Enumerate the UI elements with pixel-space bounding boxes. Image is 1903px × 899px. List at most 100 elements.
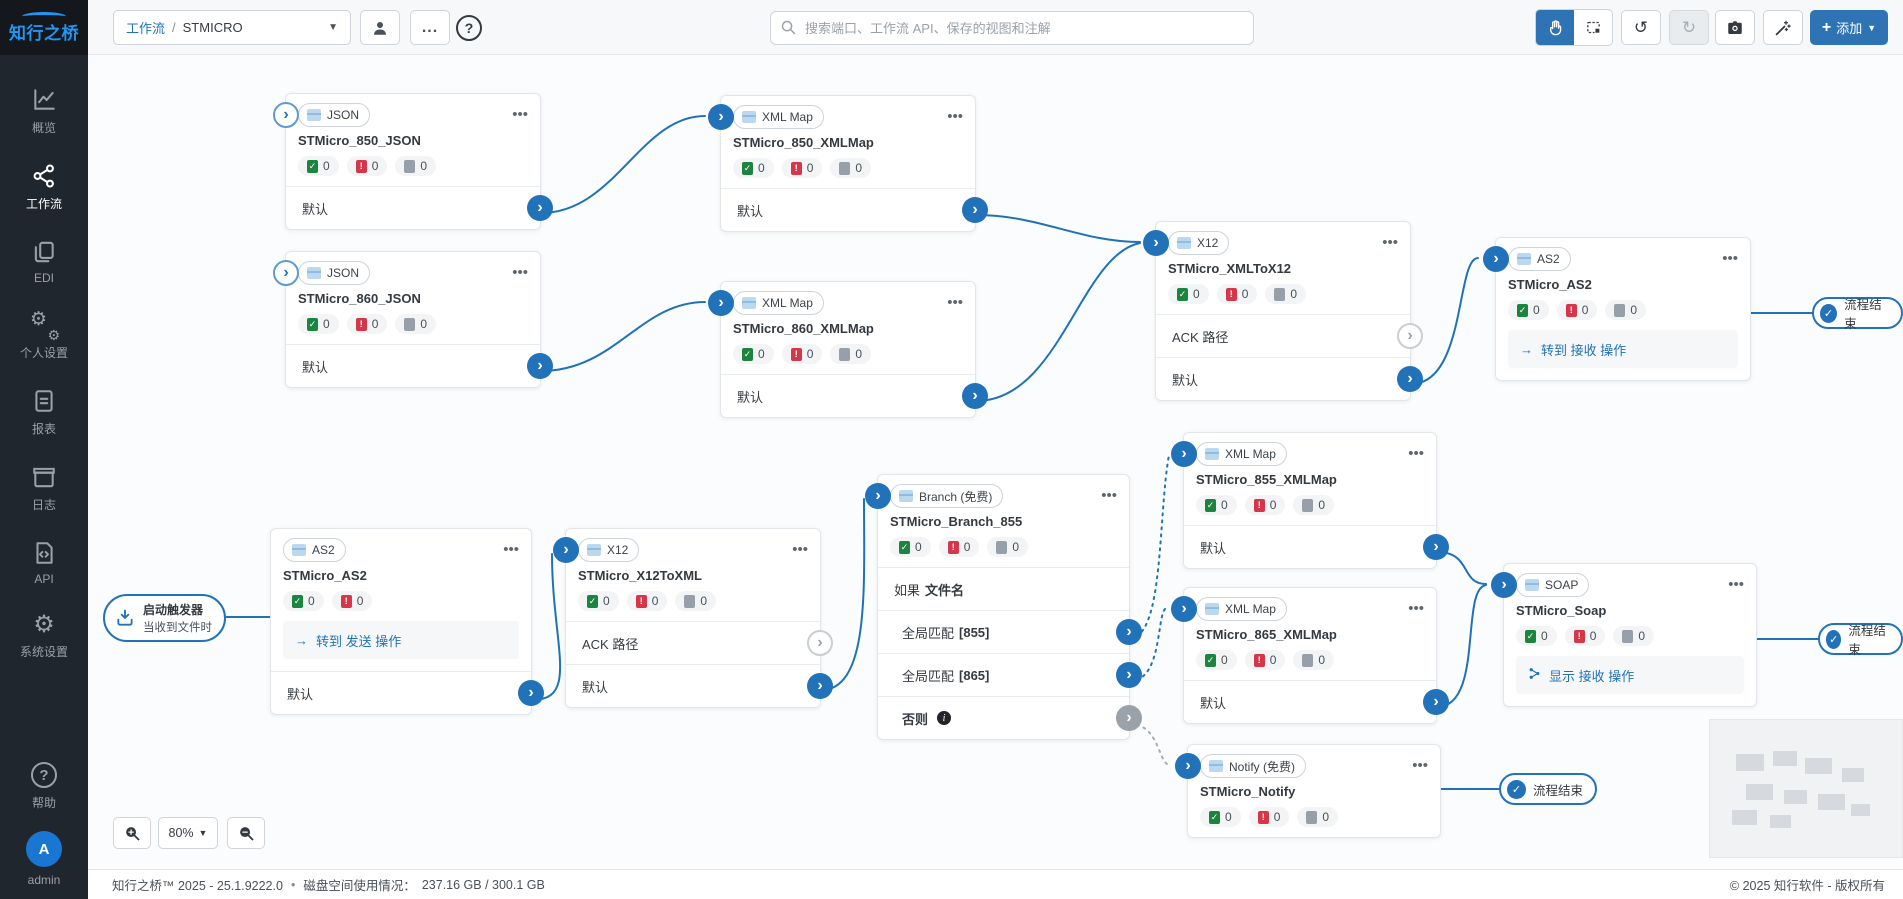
node-output-row[interactable]: 默认 › bbox=[271, 671, 544, 714]
node-output-row[interactable]: 默认 › bbox=[286, 186, 553, 229]
node-output-row[interactable]: ACK 路径 › bbox=[1156, 314, 1423, 357]
undo-button[interactable]: ↺ bbox=[1621, 10, 1661, 45]
pending-count-pill[interactable]: 0 bbox=[987, 537, 1029, 557]
zoom-level-select[interactable]: 80% ▼ bbox=[158, 817, 218, 849]
pan-tool-button[interactable] bbox=[1536, 10, 1574, 45]
node-menu-button[interactable]: ••• bbox=[1722, 250, 1738, 267]
breadcrumb-root[interactable]: 工作流 bbox=[126, 21, 166, 36]
error-count-pill[interactable]: ! 0 bbox=[1564, 626, 1606, 646]
error-count-pill[interactable]: ! 0 bbox=[1244, 495, 1286, 515]
workflow-node-STMicro_AS2[interactable]: › AS2 ••• STMicro_AS2 ✓ 0! 0 0 → 转到 接收 操作 bbox=[1483, 237, 1751, 381]
input-connector[interactable]: › bbox=[708, 290, 734, 316]
sidebar-item-gear[interactable]: ⚙ 系统设置 bbox=[0, 613, 88, 660]
pending-count-pill[interactable]: 0 bbox=[395, 156, 437, 176]
input-connector[interactable]: › bbox=[865, 483, 891, 509]
pending-count-pill[interactable]: 0 bbox=[1293, 495, 1335, 515]
success-count-pill[interactable]: ✓ 0 bbox=[733, 344, 774, 364]
error-count-pill[interactable]: ! 0 bbox=[1244, 650, 1286, 670]
error-count-pill[interactable]: ! 0 bbox=[1248, 807, 1290, 827]
pending-count-pill[interactable]: 0 bbox=[395, 314, 437, 334]
success-count-pill[interactable]: ✓ 0 bbox=[298, 156, 339, 176]
node-menu-button[interactable]: ••• bbox=[1382, 234, 1398, 251]
output-connector[interactable]: › bbox=[807, 630, 833, 656]
sidebar-item-file[interactable]: 报表 bbox=[0, 388, 88, 437]
workflow-node-STMicro_AS2[interactable]: AS2 ••• STMicro_AS2 ✓ 0! 0 → 转到 发送 操作 默认 › bbox=[270, 528, 544, 715]
workflow-node-STMicro_Notify[interactable]: › Notify (免费) ••• STMicro_Notify ✓ 0! 0 0 bbox=[1175, 744, 1441, 838]
pending-count-pill[interactable]: 0 bbox=[830, 158, 872, 178]
sidebar-item-chart[interactable]: 概览 bbox=[0, 87, 88, 136]
output-connector[interactable]: › bbox=[807, 673, 833, 699]
output-connector[interactable]: › bbox=[1397, 323, 1423, 349]
node-output-row[interactable]: 默认 › bbox=[286, 344, 553, 387]
output-connector[interactable]: › bbox=[962, 197, 988, 223]
workflow-node-STMicro_Soap[interactable]: › SOAP ••• STMicro_Soap ✓ 0! 0 0 显示 接收 操作 bbox=[1491, 563, 1757, 707]
pending-count-pill[interactable]: 0 bbox=[1297, 807, 1339, 827]
output-connector[interactable]: › bbox=[527, 353, 553, 379]
input-connector[interactable]: › bbox=[1171, 441, 1197, 467]
input-connector[interactable]: › bbox=[1491, 572, 1517, 598]
error-count-pill[interactable]: ! 0 bbox=[346, 314, 388, 334]
input-connector[interactable]: › bbox=[1143, 230, 1169, 256]
success-count-pill[interactable]: ✓ 0 bbox=[1508, 300, 1549, 320]
node-action-link[interactable]: → 转到 发送 操作 bbox=[283, 621, 519, 659]
output-connector[interactable]: › bbox=[527, 195, 553, 221]
input-connector[interactable]: › bbox=[708, 104, 734, 130]
workflow-canvas[interactable]: 启动触发器 当收到文件时 80% ▼ › JSON ••• STM bbox=[88, 55, 1903, 869]
more-options-button[interactable]: ... bbox=[410, 10, 450, 45]
select-tool-button[interactable] bbox=[1574, 10, 1612, 45]
add-button[interactable]: + 添加 ▼ bbox=[1810, 10, 1888, 45]
node-action-link[interactable]: 显示 接收 操作 bbox=[1516, 656, 1744, 694]
input-connector[interactable]: › bbox=[1483, 246, 1509, 272]
pending-count-pill[interactable]: 0 bbox=[830, 344, 872, 364]
node-menu-button[interactable]: ••• bbox=[1408, 445, 1424, 462]
auto-layout-button[interactable] bbox=[1763, 10, 1803, 45]
sidebar-item-archive[interactable]: 日志 bbox=[0, 464, 88, 513]
input-connector[interactable]: › bbox=[273, 102, 299, 128]
workflow-node-STMicro_850_JSON[interactable]: › JSON ••• STMicro_850_JSON ✓ 0! 0 0 默认 › bbox=[273, 93, 553, 230]
node-menu-button[interactable]: ••• bbox=[512, 106, 528, 123]
output-connector[interactable]: › bbox=[1397, 366, 1423, 392]
success-count-pill[interactable]: ✓ 0 bbox=[283, 591, 324, 611]
sidebar-item-user[interactable]: A admin bbox=[0, 831, 88, 887]
workflow-node-STMicro_Branch_855[interactable]: › Branch (免费) ••• STMicro_Branch_855 ✓ 0! 0 0 如果… bbox=[865, 474, 1142, 740]
zoom-out-button[interactable] bbox=[227, 817, 265, 849]
node-menu-button[interactable]: ••• bbox=[1728, 576, 1744, 593]
app-logo[interactable]: 知行之桥 bbox=[0, 0, 88, 55]
pending-count-pill[interactable]: 0 bbox=[1605, 300, 1647, 320]
help-button[interactable]: ? bbox=[456, 15, 482, 41]
workflow-node-STMicro_860_JSON[interactable]: › JSON ••• STMicro_860_JSON ✓ 0! 0 0 默认 › bbox=[273, 251, 553, 388]
breadcrumb-workflow-select[interactable]: 工作流 / STMICRO ▼ bbox=[113, 10, 351, 45]
pending-count-pill[interactable]: 0 bbox=[675, 591, 717, 611]
node-menu-button[interactable]: ••• bbox=[503, 541, 519, 558]
error-count-pill[interactable]: ! 0 bbox=[781, 344, 823, 364]
success-count-pill[interactable]: ✓ 0 bbox=[733, 158, 774, 178]
input-connector[interactable]: › bbox=[1175, 753, 1201, 779]
node-menu-button[interactable]: ••• bbox=[1408, 600, 1424, 617]
user-button[interactable] bbox=[360, 10, 400, 45]
pending-count-pill[interactable]: 0 bbox=[1265, 284, 1307, 304]
workflow-node-STMicro_850_XMLMap[interactable]: › XML Map ••• STMicro_850_XMLMap ✓ 0! 0 0 默认 › bbox=[708, 95, 988, 232]
success-count-pill[interactable]: ✓ 0 bbox=[578, 591, 619, 611]
workflow-node-STMicro_XMLToX12[interactable]: › X12 ••• STMicro_XMLToX12 ✓ 0! 0 0 ACK 路径 › 默认 › bbox=[1143, 221, 1423, 401]
node-output-row[interactable]: 否则 i › bbox=[878, 696, 1142, 739]
success-count-pill[interactable]: ✓ 0 bbox=[890, 537, 931, 557]
workflow-node-STMicro_X12ToXML[interactable]: › X12 ••• STMicro_X12ToXML ✓ 0! 0 0 ACK 路径 › 默认 › bbox=[553, 528, 833, 708]
sidebar-item-share[interactable]: 工作流 bbox=[0, 163, 88, 212]
sidebar-item-help[interactable]: ? 帮助 bbox=[0, 762, 88, 811]
pending-count-pill[interactable]: 0 bbox=[1613, 626, 1655, 646]
node-menu-button[interactable]: ••• bbox=[947, 294, 963, 311]
node-output-row[interactable]: 默认 › bbox=[566, 664, 833, 707]
workflow-node-STMicro_855_XMLMap[interactable]: › XML Map ••• STMicro_855_XMLMap ✓ 0! 0 0 默认 › bbox=[1171, 432, 1449, 569]
node-menu-button[interactable]: ••• bbox=[512, 264, 528, 281]
success-count-pill[interactable]: ✓ 0 bbox=[1168, 284, 1209, 304]
snapshot-button[interactable] bbox=[1715, 10, 1755, 45]
output-connector[interactable]: › bbox=[1116, 619, 1142, 645]
output-connector[interactable]: › bbox=[518, 680, 544, 706]
node-output-row[interactable]: 默认 › bbox=[721, 188, 988, 231]
success-count-pill[interactable]: ✓ 0 bbox=[1196, 495, 1237, 515]
input-connector[interactable]: › bbox=[553, 537, 579, 563]
node-output-row[interactable]: 默认 › bbox=[721, 374, 988, 417]
start-trigger[interactable]: 启动触发器 当收到文件时 bbox=[103, 594, 226, 642]
success-count-pill[interactable]: ✓ 0 bbox=[298, 314, 339, 334]
node-output-row[interactable]: 默认 › bbox=[1184, 525, 1449, 568]
